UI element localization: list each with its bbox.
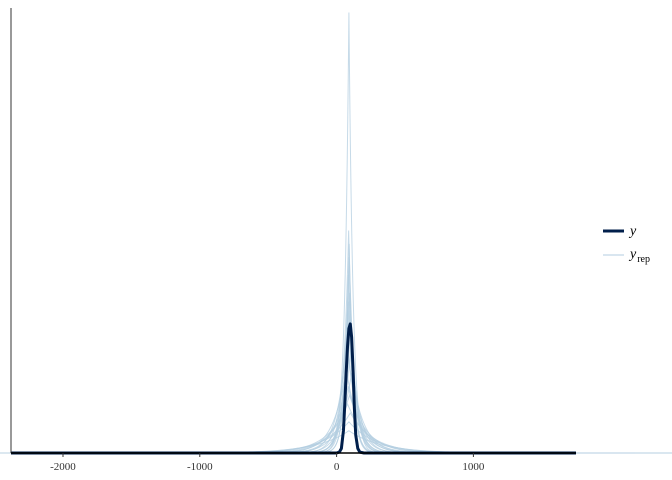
legend-label-yrep: yrep (628, 247, 650, 265)
legend: y yrep (603, 224, 650, 265)
yrep-density-line (11, 319, 576, 454)
yrep-density-line (11, 386, 576, 454)
y-series-group (11, 322, 576, 455)
yrep-density-line (11, 337, 576, 454)
yrep-density-line (11, 346, 576, 454)
legend-label-y: y (628, 224, 637, 239)
legend-label-yrep-main: y (628, 247, 637, 262)
x-tick-label: 0 (334, 461, 340, 473)
yrep-density-line (11, 274, 576, 454)
yrep-density-line (11, 359, 576, 454)
yrep-density-line (11, 368, 576, 454)
yrep-density-line (11, 12, 576, 454)
plot-area (0, 12, 672, 455)
x-tick-label: -1000 (187, 461, 213, 473)
yrep-density-line (11, 393, 599, 454)
yrep-density-line (11, 230, 576, 454)
x-tick-label: 1000 (462, 461, 485, 473)
yrep-density-line (11, 372, 576, 454)
legend-label-yrep-sub: rep (637, 254, 650, 265)
yrep-density-line (11, 310, 576, 454)
yrep-density-line (11, 243, 576, 454)
y-density-line (11, 322, 576, 455)
yrep-density-line (11, 301, 576, 454)
yrep-density-line (11, 257, 576, 454)
yrep-series-lines (0, 12, 672, 454)
x-axis-ticks: -2000 -1000 0 1000 (50, 453, 485, 473)
x-tick-label: -2000 (50, 461, 76, 473)
yrep-density-line (11, 292, 576, 454)
